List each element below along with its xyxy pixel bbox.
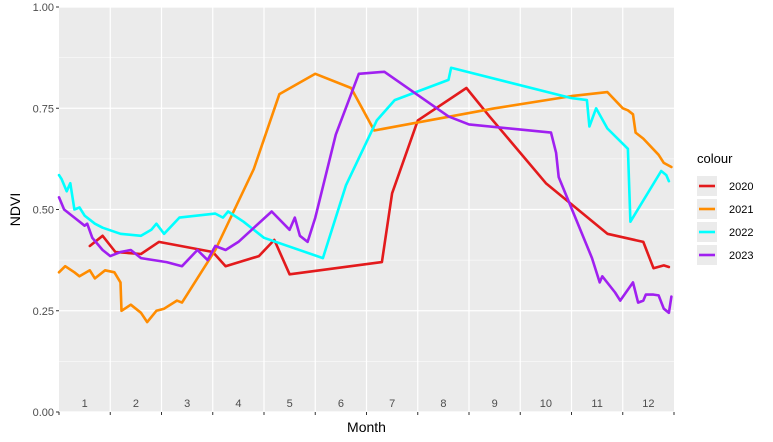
x-tick-label: 4: [235, 398, 241, 410]
legend-label-2021: 2021: [729, 204, 753, 216]
x-axis: 1 2 3 4 5 6 7 8 9 10 11 12: [58, 398, 675, 415]
legend-label-2023: 2023: [729, 250, 753, 262]
x-axis-title: Month: [347, 419, 386, 435]
y-tick-label: 0.00: [33, 407, 54, 419]
y-axis: 0.00 0.25 0.50 0.75 1.00: [33, 2, 59, 419]
series-line-2022: [57, 66, 671, 260]
series-line-2020: [88, 86, 671, 276]
x-tick-label: 7: [389, 398, 395, 410]
x-tick-label: 11: [591, 398, 602, 410]
y-tick-label: 0.25: [33, 306, 54, 318]
x-tick-label: 6: [338, 398, 344, 410]
y-tick-label: 1.00: [33, 2, 54, 14]
y-tick-label: 0.75: [33, 103, 54, 115]
legend: colour 2020 2021 2022 2023: [697, 151, 753, 265]
x-tick-label: 9: [492, 398, 498, 410]
legend-title: colour: [697, 151, 733, 166]
y-axis-title: NDVI: [7, 193, 23, 226]
legend-label-2020: 2020: [729, 181, 753, 193]
series-line-2021: [57, 72, 673, 324]
x-tick-label: 12: [642, 398, 654, 410]
legend-label-2022: 2022: [729, 227, 753, 239]
x-tick-label: 2: [133, 398, 139, 410]
x-tick-label: 8: [440, 398, 446, 410]
series-lines: [57, 66, 673, 324]
x-tick-label: 3: [184, 398, 190, 410]
x-tick-label: 1: [82, 398, 88, 410]
series-line-2023: [57, 70, 673, 315]
major-gridlines: [59, 6, 674, 413]
y-tick-label: 0.50: [33, 205, 54, 217]
x-tick-label: 5: [287, 398, 293, 410]
x-tick-label: 10: [540, 398, 552, 410]
